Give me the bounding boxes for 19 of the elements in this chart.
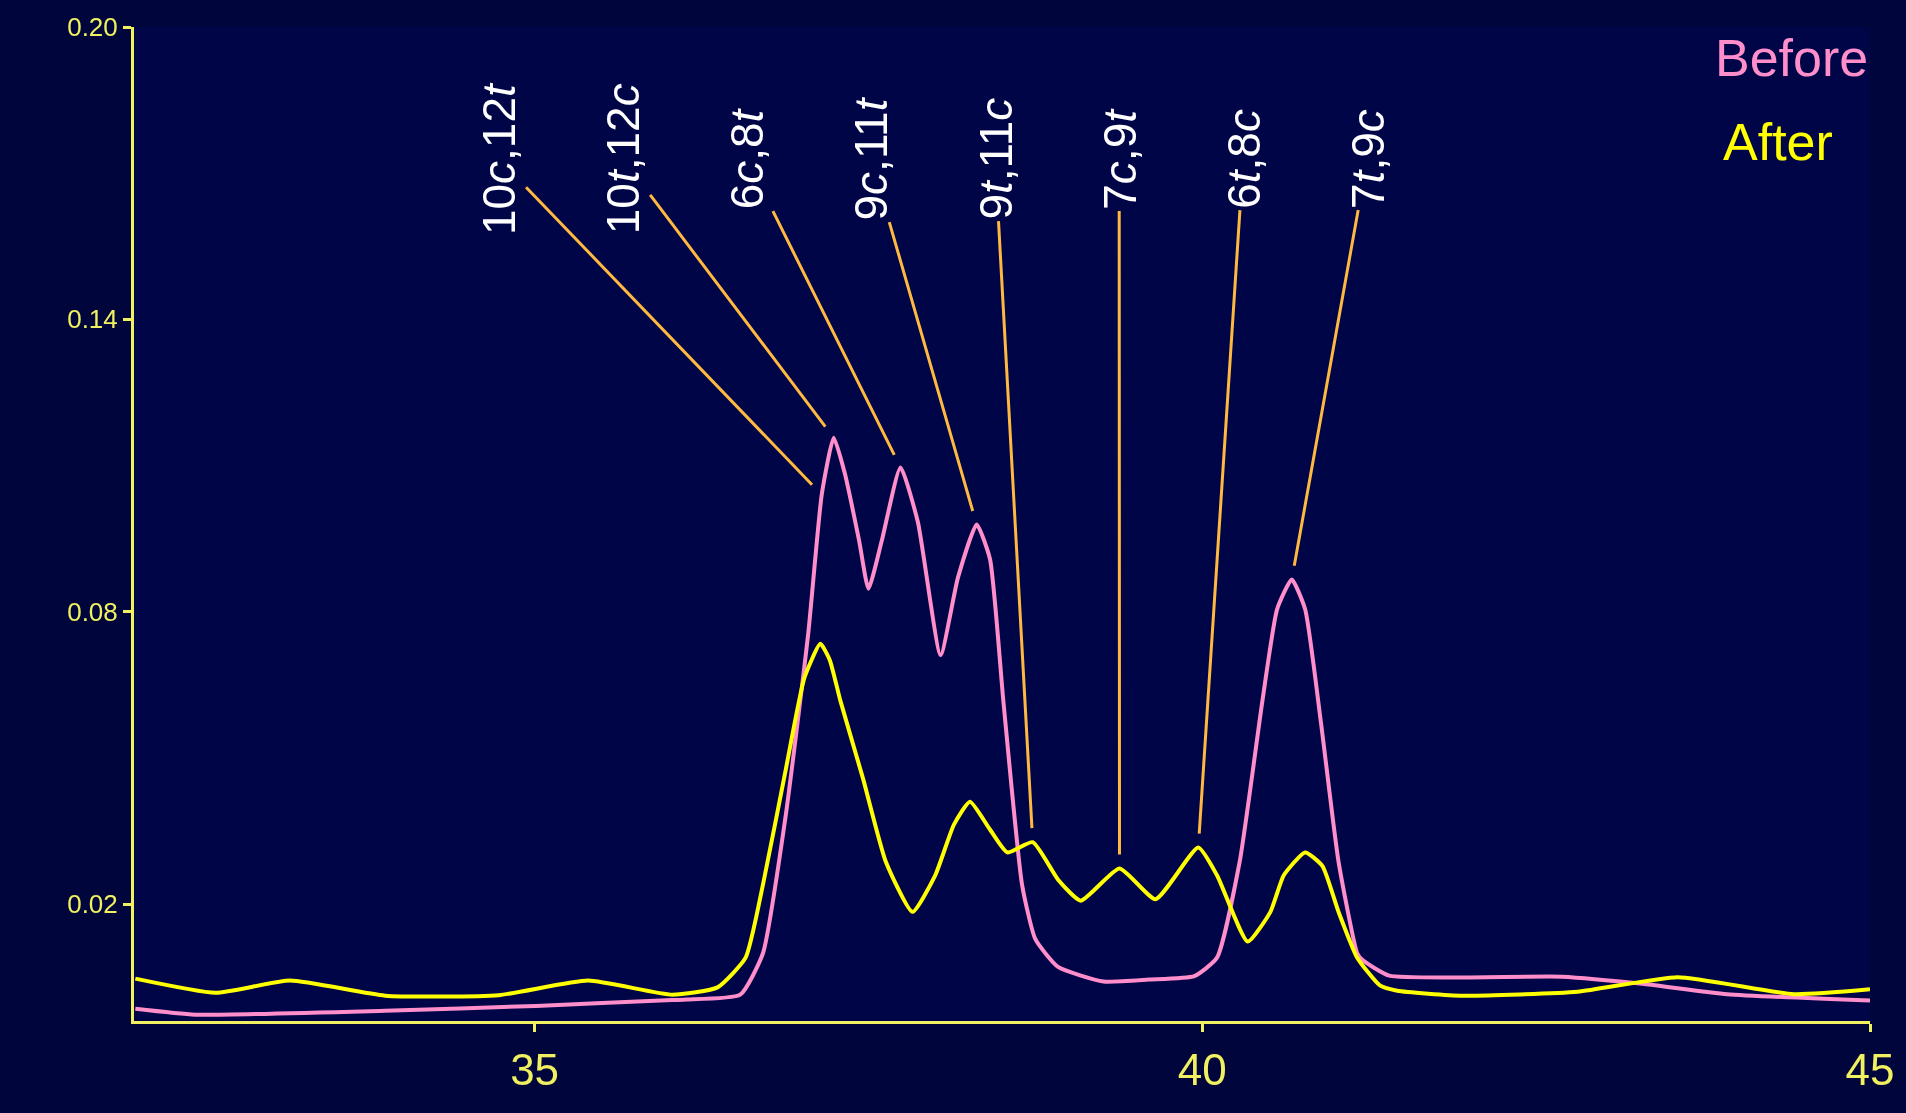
x-tick-label: 40 xyxy=(1177,1044,1227,1094)
line-series xyxy=(134,435,1870,1017)
annotation: 10c,12t xyxy=(473,81,525,236)
annotation: 7t,9c xyxy=(1341,109,1394,209)
annotation: 6t,8c xyxy=(1217,109,1270,209)
y-tick-label: 0.08 xyxy=(67,596,118,627)
line-series xyxy=(134,641,1870,999)
annotation: 6c,8t xyxy=(721,107,774,210)
y-tick-label: 0.20 xyxy=(67,12,118,43)
annotation: 9c,11t xyxy=(845,96,898,221)
annotation: 7c,9t xyxy=(1093,107,1146,210)
annotation: 10t,12c xyxy=(597,83,650,235)
text: After xyxy=(1723,113,1833,171)
text: Before xyxy=(1715,29,1869,87)
y-tick-label: 0.02 xyxy=(67,889,118,920)
x-tick-label: 35 xyxy=(510,1044,560,1094)
x-tick-label: 45 xyxy=(1845,1044,1895,1094)
y-tick-label: 0.14 xyxy=(67,304,118,335)
annotation: 9t,11c xyxy=(969,97,1022,220)
